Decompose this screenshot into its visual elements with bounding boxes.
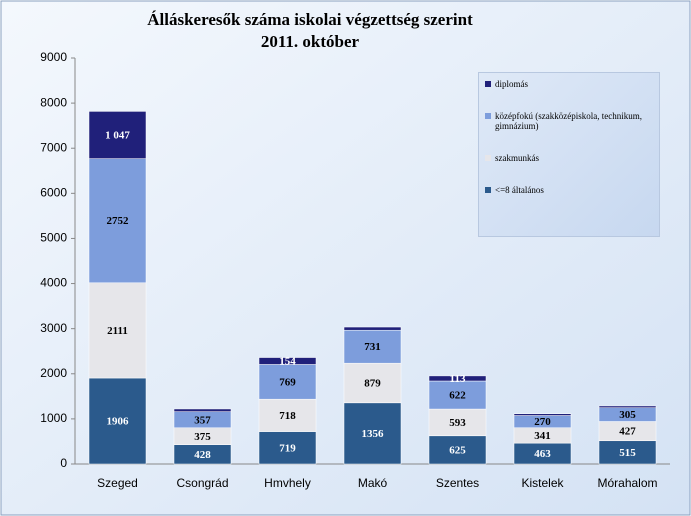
data-label: 375 [194, 431, 211, 443]
chart-title: Álláskeresők száma iskolai végzettség sz… [147, 10, 473, 29]
x-tick-label: Szeged [97, 476, 138, 490]
y-tick-label: 3000 [40, 321, 67, 335]
data-label: 625 [449, 444, 466, 456]
data-label: 515 [619, 447, 636, 459]
x-tick-label: Hmvhely [264, 476, 311, 490]
bar-segment [343, 329, 402, 364]
x-tick-label: Kistelek [521, 476, 564, 490]
data-label: 341 [534, 430, 551, 442]
data-label: 463 [534, 448, 551, 460]
x-tick-label: Mórahalom [597, 476, 657, 490]
y-tick-label: 9000 [40, 50, 67, 64]
legend-label: <=8 általános [495, 185, 544, 195]
data-label: 428 [194, 449, 211, 461]
bar-segment [88, 377, 147, 465]
y-tick-label: 6000 [40, 186, 67, 200]
data-label: 879 [364, 378, 381, 390]
bar-segment [343, 326, 402, 331]
bar-segment [343, 402, 402, 465]
data-label: 2111 [107, 325, 128, 337]
data-label: 270 [534, 416, 551, 428]
data-label: 719 [279, 442, 296, 454]
data-label: 305 [619, 409, 636, 421]
y-tick-label: 2000 [40, 366, 67, 380]
data-label: 357 [194, 414, 211, 426]
y-tick-label: 7000 [40, 140, 67, 154]
bar-segment [258, 364, 317, 400]
bar-segment [513, 413, 572, 416]
bar-segment [173, 408, 232, 412]
legend-swatch [485, 155, 491, 161]
x-tick-label: Csongrád [176, 476, 228, 490]
bar-segment [88, 158, 147, 284]
data-label: 1906 [107, 416, 130, 428]
data-label: 622 [449, 390, 466, 402]
bar-segment [88, 282, 147, 379]
bar-segment [428, 380, 487, 410]
data-label: 1 047 [105, 130, 130, 142]
legend-swatch [485, 187, 491, 193]
data-label: 718 [279, 410, 296, 422]
legend-label: középfokú (szakközépiskola, technikum, g… [495, 111, 642, 131]
data-label: 113 [450, 373, 466, 385]
bar-segment [258, 357, 317, 365]
data-label: 593 [449, 417, 466, 429]
y-tick-label: 5000 [40, 231, 67, 245]
data-label: 154 [279, 356, 296, 368]
x-tick-label: Makó [358, 476, 388, 490]
data-label: 1356 [362, 428, 385, 440]
data-label: 769 [279, 376, 296, 388]
y-tick-label: 1000 [40, 411, 67, 425]
bar-segment [428, 435, 487, 465]
chart-subtitle: 2011. október [261, 32, 360, 51]
y-tick-label: 0 [60, 456, 67, 470]
bar-segment [598, 405, 657, 408]
bar-segment [428, 375, 487, 382]
data-label: 2752 [107, 215, 130, 227]
bar-segment [88, 111, 147, 159]
legend-label: diplomás [495, 79, 528, 89]
legend-label: szakmunkás [495, 153, 539, 163]
legend-swatch [485, 81, 491, 87]
legend-item: szakmunkás [485, 153, 655, 163]
legend-item: középfokú (szakközépiskola, technikum, g… [485, 111, 655, 131]
legend: diplomás középfokú (szakközépiskola, tech… [478, 72, 660, 237]
y-tick-label: 4000 [40, 276, 67, 290]
legend-swatch [485, 113, 491, 119]
bar-segment [343, 362, 402, 404]
bar-segment [258, 398, 317, 432]
legend-item: <=8 általános [485, 185, 655, 195]
data-label: 731 [364, 341, 381, 353]
y-tick-label: 8000 [40, 95, 67, 109]
x-tick-label: Szentes [436, 476, 479, 490]
data-label: 427 [619, 426, 636, 438]
legend-item: diplomás [485, 79, 655, 89]
